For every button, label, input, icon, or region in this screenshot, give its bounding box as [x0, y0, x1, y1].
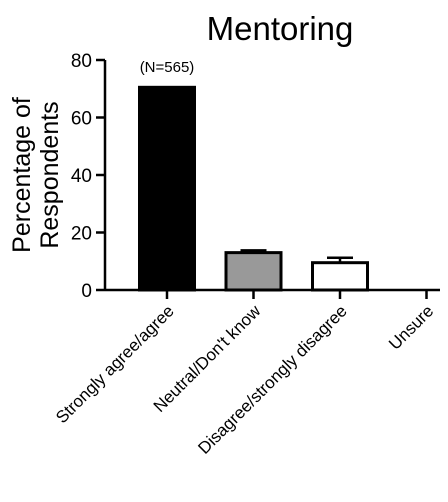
bar: [138, 85, 196, 292]
category-label: Disagree/strongly disagree: [194, 301, 350, 457]
category-label: Unsure: [385, 301, 437, 353]
bar: [311, 261, 369, 292]
y-tick-label: 20: [71, 224, 92, 245]
sample-size-annotation: (N=565): [140, 59, 195, 76]
y-tick-label: 40: [71, 166, 92, 187]
chart-title: Mentoring: [207, 10, 354, 47]
y-axis-label-line-1: Percentage of: [8, 97, 36, 253]
y-tick-label: 0: [81, 281, 92, 302]
y-tick-label: 60: [71, 109, 92, 130]
bar: [224, 251, 283, 292]
y-axis-label-line-2: Respondents: [36, 101, 64, 248]
y-tick-label: 80: [71, 51, 92, 72]
